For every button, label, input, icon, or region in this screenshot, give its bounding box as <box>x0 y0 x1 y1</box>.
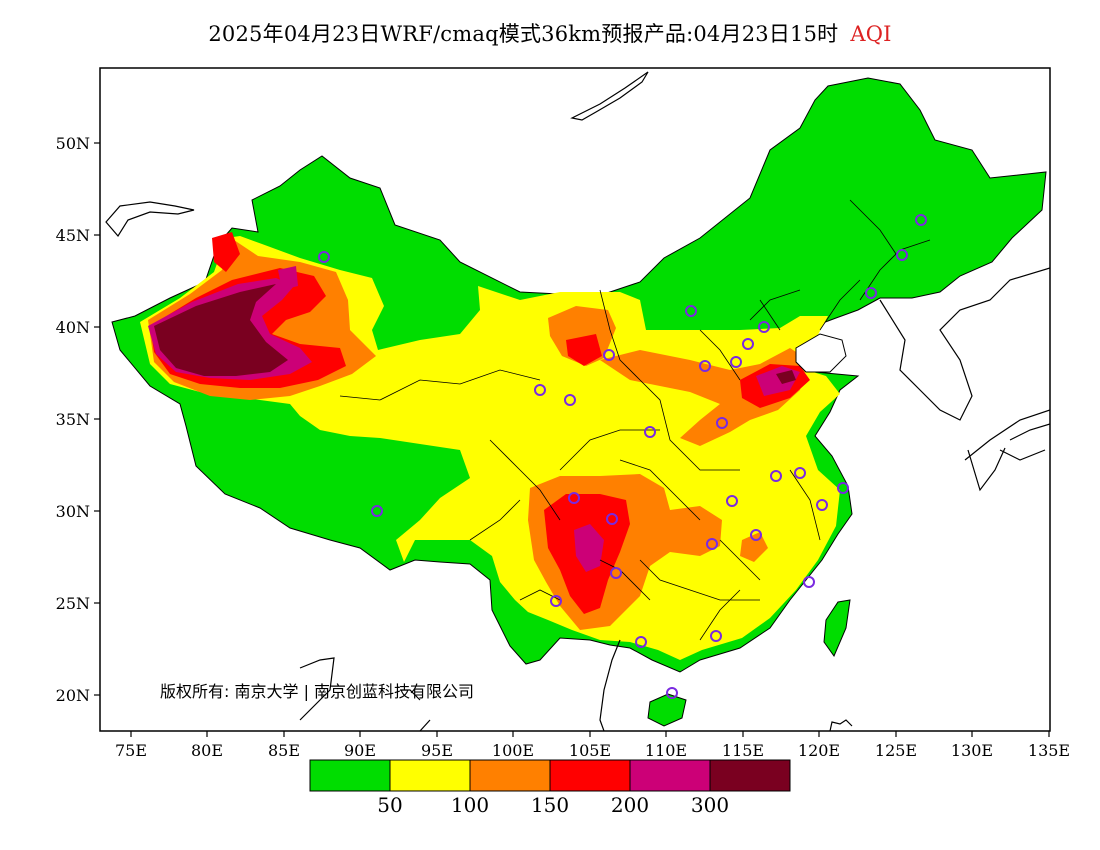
station-marker <box>550 595 562 607</box>
lat-label-45n: 45N <box>56 226 90 245</box>
japan-coast-east <box>999 423 1050 461</box>
colorbar-label-300: 300 <box>691 793 729 817</box>
station-marker <box>318 251 330 263</box>
lon-label-105e: 105E <box>569 741 611 760</box>
colorbar-label-100: 100 <box>451 793 489 817</box>
lat-label-25n: 25N <box>56 594 90 613</box>
lon-label-75e: 75E <box>115 741 147 760</box>
lat-label-35n: 35N <box>56 410 90 429</box>
lon-label-90e: 90E <box>344 741 376 760</box>
station-marker <box>603 349 615 361</box>
lat-label-20n: 20N <box>56 686 90 705</box>
station-marker <box>685 305 697 317</box>
station-marker <box>865 287 877 299</box>
station-marker <box>568 492 580 504</box>
aqi-colorbar <box>309 759 791 792</box>
title-variable: AQI <box>850 22 892 46</box>
colorbar-swatch-moderate <box>389 759 471 792</box>
korea-japan-coastline <box>879 267 1050 421</box>
station-marker <box>730 356 742 368</box>
station-marker <box>770 470 782 482</box>
station-marker <box>564 394 576 406</box>
lon-label-85e: 85E <box>268 741 300 760</box>
station-marker <box>666 687 678 699</box>
lake-baikal <box>570 71 649 121</box>
hazardous-aqi-zone-tarim <box>154 284 288 376</box>
red-aqi-zone-north <box>566 334 602 366</box>
lon-label-120e: 120E <box>798 741 840 760</box>
lon-label-130e: 130E <box>951 741 993 760</box>
colorbar-swatch-sensitive <box>469 759 551 792</box>
magenta-aqi-zone-sichuan <box>574 524 604 572</box>
colorbar-swatch-hazardous <box>709 759 791 792</box>
station-marker <box>816 499 828 511</box>
station-marker <box>726 495 738 507</box>
station-marker <box>710 630 722 642</box>
colorbar-label-200: 200 <box>611 793 649 817</box>
station-marker <box>534 384 546 396</box>
orange-aqi-zone-jiangxi <box>740 532 768 562</box>
luzon-coastline <box>829 719 853 731</box>
colorbar-swatch-very-unhealthy <box>629 759 711 792</box>
lon-label-115e: 115E <box>722 741 764 760</box>
lat-label-30n: 30N <box>56 502 90 521</box>
station-marker <box>716 417 728 429</box>
station-marker <box>706 538 718 550</box>
station-marker <box>758 321 770 333</box>
colorbar-swatch-unhealthy <box>549 759 631 792</box>
station-marker <box>635 636 647 648</box>
map-title: 2025年04月23日WRF/cmaq模式36km预报产品:04月23日15时 A… <box>0 18 1100 48</box>
lat-label-50n: 50N <box>56 134 90 153</box>
hazardous-aqi-zone-shandong <box>776 370 796 384</box>
bay-of-bengal-coastline <box>400 689 431 731</box>
station-markers <box>318 214 927 699</box>
copyright-text: 版权所有: 南京大学 | 南京创蓝科技有限公司 <box>160 682 474 701</box>
lat-label-40n: 40N <box>56 318 90 337</box>
latitude-axis <box>94 142 100 696</box>
indochina-coastline <box>299 639 621 731</box>
lon-label-100e: 100E <box>492 741 534 760</box>
colorbar-label-150: 150 <box>531 793 569 817</box>
station-marker <box>837 482 849 494</box>
colorbar-swatch-good <box>309 759 391 792</box>
magenta-aqi-zone-northwest <box>278 266 298 290</box>
lon-label-80e: 80E <box>191 741 223 760</box>
station-marker <box>915 214 927 226</box>
station-marker <box>750 529 762 541</box>
station-marker <box>803 576 815 588</box>
station-marker <box>610 567 622 579</box>
station-marker <box>371 505 383 517</box>
japan-kyushu-coastline <box>964 409 1050 492</box>
longitude-axis <box>130 731 1050 737</box>
lon-label-125e: 125E <box>875 741 917 760</box>
station-marker <box>794 467 806 479</box>
lon-label-95e: 95E <box>421 741 453 760</box>
province-boundaries <box>339 199 931 641</box>
lon-label-110e: 110E <box>645 741 687 760</box>
station-marker <box>742 338 754 350</box>
station-marker <box>606 513 618 525</box>
station-marker <box>644 426 656 438</box>
lon-label-135e: 135E <box>1028 741 1070 760</box>
lake-balkhash <box>105 201 195 238</box>
taiwan-island <box>823 599 851 658</box>
title-main: 2025年04月23日WRF/cmaq模式36km预报产品:04月23日15时 <box>208 22 839 46</box>
bohai-sea <box>795 333 847 373</box>
colorbar-label-50: 50 <box>377 793 402 817</box>
station-marker <box>896 249 908 261</box>
map-layers: 版权所有: 南京大学 | 南京创蓝科技有限公司 <box>105 71 1050 731</box>
station-marker <box>699 360 711 372</box>
red-aqi-zone-northwest <box>212 232 240 272</box>
